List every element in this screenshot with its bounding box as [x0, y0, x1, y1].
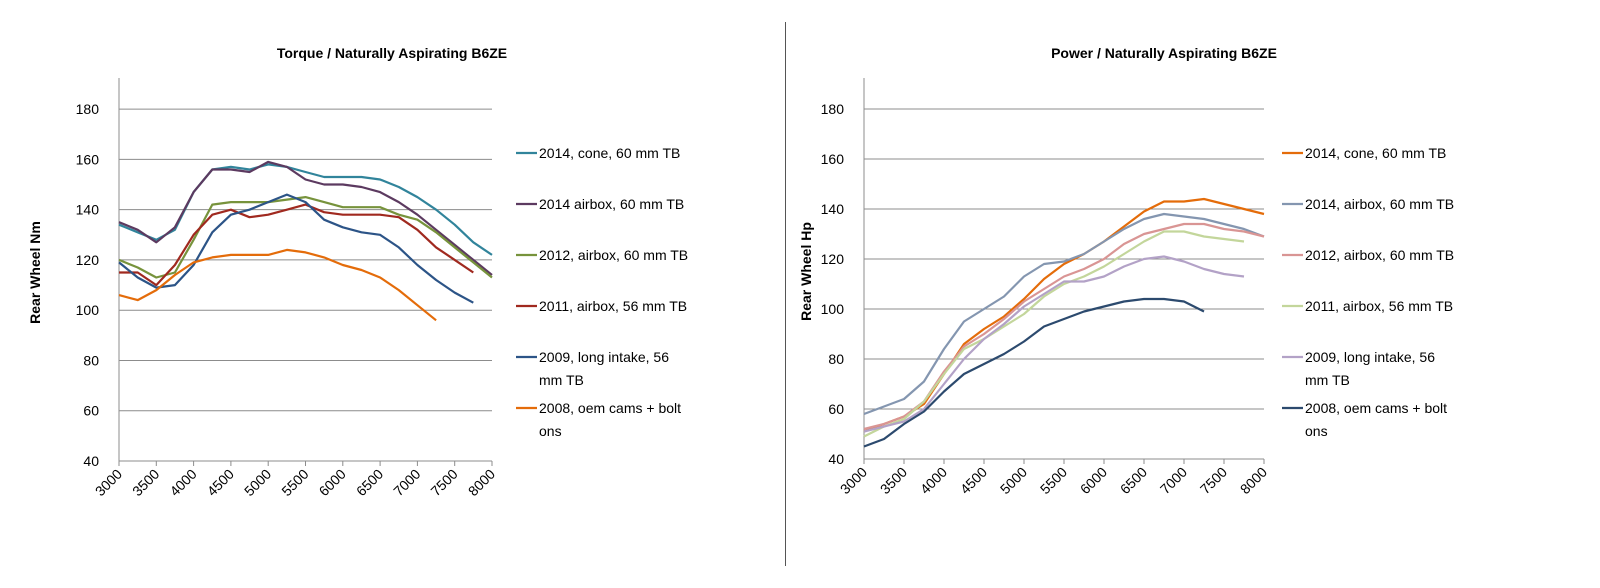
x-tick-label: 6000: [1077, 464, 1110, 497]
legend-label: 2014, airbox, 60 mm TB: [1305, 196, 1454, 212]
legend-label: 2011, airbox, 56 mm TB: [539, 298, 687, 314]
x-tick-label: 7500: [427, 466, 460, 499]
legend-label-line: ons: [539, 423, 562, 439]
legend-label: 2014, cone, 60 mm TB: [1305, 145, 1446, 161]
y-tick-label: 120: [821, 251, 845, 267]
x-tick-label: 7000: [1157, 464, 1190, 497]
x-tick-label: 5500: [1037, 464, 1070, 497]
legend-label-line: 2011, airbox, 56 mm TB: [539, 298, 687, 314]
torque-chart-panel: Torque / Naturally Aspirating B6ZE 40 60 80…: [0, 0, 785, 588]
legend-label-line: 2014, cone, 60 mm TB: [1305, 145, 1446, 161]
x-tick-label: 7000: [390, 466, 423, 499]
y-tick-label: 60: [828, 401, 844, 417]
y-tick-label: 120: [76, 252, 100, 268]
y-tick-label: 140: [76, 202, 100, 218]
series-line: [119, 203, 474, 287]
x-tick-label: 3000: [92, 466, 125, 499]
y-tick-label: 60: [83, 403, 99, 419]
legend-label-line: mm TB: [1305, 372, 1350, 388]
legend-label: 2012, airbox, 60 mm TB: [1305, 247, 1454, 263]
x-tick-label: 5000: [997, 464, 1030, 497]
legend-label-line: 2012, airbox, 60 mm TB: [1305, 247, 1454, 263]
series-line: [118, 193, 474, 304]
y-tick-label: 100: [76, 302, 100, 318]
series-line: [863, 197, 1265, 433]
legend-label-line: 2009, long intake, 56: [539, 349, 669, 365]
x-tick-label: 5500: [278, 466, 311, 499]
series-line: [118, 160, 493, 276]
x-tick-label: 5000: [241, 466, 274, 499]
x-tick-label: 8000: [1237, 464, 1270, 497]
legend-label-line: 2014, cone, 60 mm TB: [539, 145, 680, 161]
series-line: [863, 212, 1265, 416]
legend-label: 2009, long intake, 56 mm TB: [539, 349, 669, 388]
legend-label: 2012, airbox, 60 mm TB: [539, 247, 688, 263]
legend-label: 2009, long intake, 56 mm TB: [1305, 349, 1435, 388]
legend-label-line: mm TB: [539, 372, 584, 388]
power-chart: Power / Naturally Aspirating B6ZE 40 60 80 1…: [798, 45, 1454, 497]
legend-label-line: ons: [1305, 423, 1328, 439]
x-tick-label: 4000: [166, 466, 199, 499]
x-tick-label: 6500: [353, 466, 386, 499]
legend-label-line: 2008, oem cams + bolt: [539, 400, 681, 416]
x-tick-label: 4000: [917, 464, 950, 497]
legend-label-line: 2009, long intake, 56: [1305, 349, 1435, 365]
legend-label: 2014, cone, 60 mm TB: [539, 145, 680, 161]
y-tick-label: 40: [83, 453, 99, 469]
torque-chart: Torque / Naturally Aspirating B6ZE 40 60 80…: [27, 45, 688, 499]
legend-label-line: 2008, oem cams + bolt: [1305, 400, 1447, 416]
legend-label: 2008, oem cams + bolt ons: [1305, 400, 1447, 439]
legend-label: 2014 airbox, 60 mm TB: [539, 196, 684, 212]
series-line: [118, 248, 437, 322]
y-tick-label: 40: [828, 451, 844, 467]
x-tick-label: 3500: [877, 464, 910, 497]
x-tick-label: 7500: [1197, 464, 1230, 497]
legend-label-line: 2012, airbox, 60 mm TB: [539, 247, 688, 263]
series-line: [863, 222, 1265, 431]
chart-title: Power / Naturally Aspirating B6ZE: [1051, 45, 1277, 61]
y-axis-label: Rear Wheel Nm: [27, 221, 43, 324]
series-line: [118, 196, 493, 279]
legend-label: 2011, airbox, 56 mm TB: [1305, 298, 1453, 314]
series-line: [863, 230, 1245, 438]
y-tick-label: 160: [821, 151, 845, 167]
legend-label-line: 2014, airbox, 60 mm TB: [1305, 196, 1454, 212]
x-tick-label: 6500: [1117, 464, 1150, 497]
legend-label: 2008, oem cams + bolt ons: [539, 400, 681, 439]
y-tick-label: 100: [821, 301, 845, 317]
series-line: [863, 255, 1245, 433]
series-line: [863, 297, 1205, 448]
panel-divider: [785, 22, 786, 566]
x-tick-label: 6000: [316, 466, 349, 499]
x-tick-label: 3500: [129, 466, 162, 499]
y-axis-label: Rear Wheel Hp: [798, 222, 814, 321]
y-tick-label: 80: [828, 351, 844, 367]
x-tick-label: 4500: [204, 466, 237, 499]
x-tick-label: 8000: [465, 466, 498, 499]
x-tick-label: 4500: [957, 464, 990, 497]
x-tick-label: 3000: [837, 464, 870, 497]
y-tick-label: 180: [821, 101, 845, 117]
legend-label-line: 2011, airbox, 56 mm TB: [1305, 298, 1453, 314]
y-tick-label: 160: [76, 151, 100, 167]
y-tick-label: 80: [83, 352, 99, 368]
y-tick-label: 180: [76, 101, 100, 117]
power-chart-panel: Power / Naturally Aspirating B6ZE 40 60 80 1…: [786, 0, 1600, 588]
chart-title: Torque / Naturally Aspirating B6ZE: [277, 45, 507, 61]
legend-label-line: 2014 airbox, 60 mm TB: [539, 196, 684, 212]
y-tick-label: 140: [821, 201, 845, 217]
